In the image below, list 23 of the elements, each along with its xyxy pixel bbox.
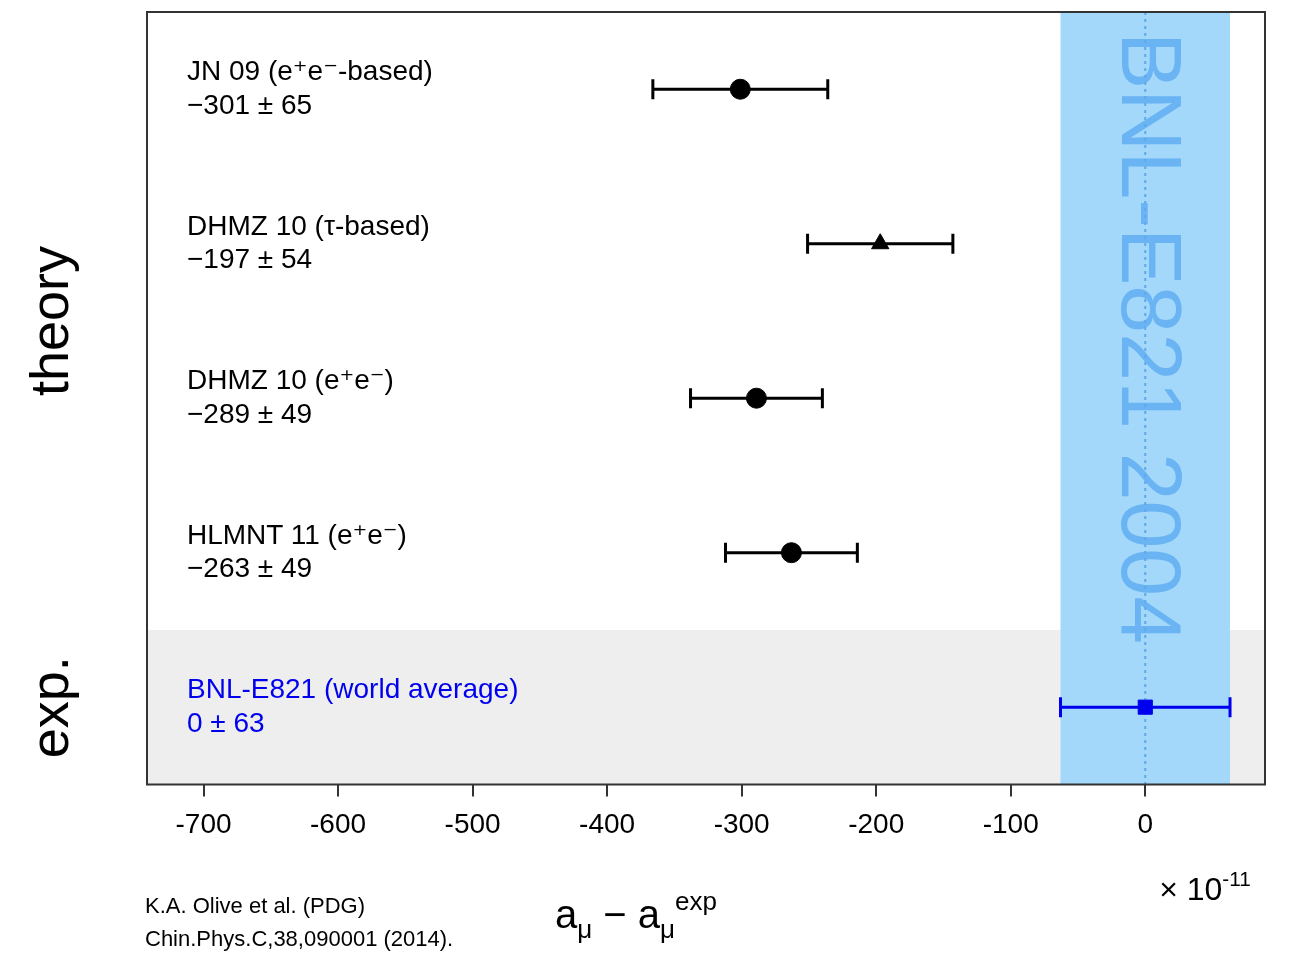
x-tick-label: 0 [1137, 807, 1154, 839]
x-tick-label: -100 [982, 807, 1039, 839]
point [729, 78, 751, 100]
point [871, 233, 890, 250]
x-tick-label: -200 [848, 807, 905, 839]
x-tick-label: -600 [310, 807, 367, 839]
text: exp. [19, 656, 79, 759]
y-tick-label: DHMZ 10 (e⁺e⁻) −289 ± 49 [187, 364, 394, 429]
point [1137, 699, 1153, 715]
x-tick-label: -400 [579, 807, 636, 839]
text: K.A. Olive et al. (PDG) [145, 893, 366, 918]
y-tick-label: DHMZ 10 (τ-based) −197 ± 54 [187, 209, 430, 275]
text: Chin.Phys.C,38,090001 (2014). [145, 926, 454, 951]
x-tick-label: -700 [175, 807, 232, 839]
x-tick-label: -300 [713, 807, 770, 839]
x-tick-label: -500 [444, 807, 501, 839]
y-tick-label: JN 09 (e⁺e⁻-based) −301 ± 65 [187, 55, 433, 120]
text: theory [19, 245, 79, 396]
y-tick-label: BNL-E821 (world average) 0 ± 63 [187, 673, 519, 738]
y-tick-label: HLMNT 11 (e⁺e⁻) −263 ± 49 [187, 518, 407, 584]
point [745, 387, 767, 409]
band-label: BNL-E821 2004 [1103, 32, 1200, 644]
point [780, 542, 802, 564]
